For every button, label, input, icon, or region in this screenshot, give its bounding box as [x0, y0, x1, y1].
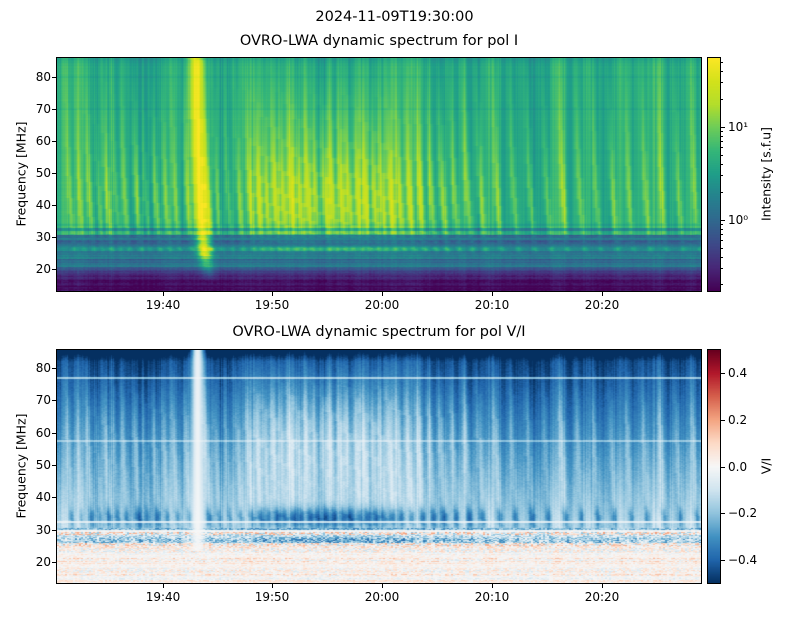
x-tick-label: 20:00: [364, 298, 400, 312]
colorbar-minor-tick: [721, 224, 723, 225]
y-tick: [52, 465, 56, 466]
x-tick: [382, 292, 383, 296]
pol-i-colorbar: [708, 58, 720, 291]
colorbar-tick-label: 10¹: [728, 120, 749, 134]
x-tick-label: 19:50: [254, 298, 290, 312]
x-tick-label: 20:20: [584, 590, 620, 604]
colorbar-minor-tick: [721, 164, 723, 165]
pol-vi-colorbar-label: V/I: [758, 457, 774, 475]
y-tick-label: 80: [35, 70, 51, 84]
y-tick-label: 40: [35, 490, 51, 504]
y-tick: [52, 205, 56, 206]
colorbar-tick: [721, 373, 725, 374]
y-tick: [52, 173, 56, 174]
y-tick-label: 30: [35, 230, 51, 244]
colorbar-minor-tick: [721, 192, 723, 193]
y-tick: [52, 530, 56, 531]
pol-vi-spectrogram: [57, 350, 701, 583]
y-tick-label: 70: [35, 393, 51, 407]
x-tick: [163, 584, 164, 588]
x-tick: [602, 584, 603, 588]
x-tick: [382, 584, 383, 588]
colorbar-minor-tick: [721, 229, 723, 230]
colorbar-tick-label: −0.2: [728, 506, 758, 520]
pol-i-title: OVRO-LWA dynamic spectrum for pol I: [239, 33, 519, 49]
x-tick-label: 19:40: [145, 298, 181, 312]
colorbar-minor-tick: [721, 240, 723, 241]
x-tick-label: 20:20: [584, 298, 620, 312]
colorbar-tick-label: 0.4: [728, 366, 748, 380]
pol-vi-title: OVRO-LWA dynamic spectrum for pol V/I: [232, 324, 526, 340]
colorbar-tick-label: 10⁰: [728, 213, 749, 227]
x-tick-label: 19:50: [254, 590, 290, 604]
x-tick: [272, 292, 273, 296]
x-tick-label: 19:40: [145, 590, 181, 604]
y-tick-label: 50: [35, 458, 51, 472]
y-tick-label: 60: [35, 426, 51, 440]
x-tick: [272, 584, 273, 588]
y-tick-label: 30: [35, 523, 51, 537]
y-tick: [52, 562, 56, 563]
colorbar-minor-tick: [721, 62, 723, 63]
y-tick: [52, 400, 56, 401]
x-tick-label: 20:00: [364, 590, 400, 604]
colorbar-tick: [721, 560, 725, 561]
colorbar-minor-tick: [721, 257, 723, 258]
y-tick: [52, 368, 56, 369]
colorbar-minor-tick: [721, 248, 723, 249]
colorbar-minor-tick: [721, 141, 723, 142]
y-tick-label: 80: [35, 361, 51, 375]
x-tick: [492, 584, 493, 588]
y-tick: [52, 141, 56, 142]
colorbar-tick: [721, 420, 725, 421]
pol-i-spectrogram: [57, 58, 701, 291]
pol-i-colorbar-label: Intensity [s.f.u]: [758, 126, 774, 222]
colorbar-tick-label: 0.2: [728, 413, 748, 427]
y-tick-label: 70: [35, 102, 51, 116]
y-tick-label: 50: [35, 166, 51, 180]
colorbar-minor-tick: [721, 147, 723, 148]
x-tick-label: 20:10: [474, 590, 510, 604]
y-tick-label: 40: [35, 198, 51, 212]
colorbar-minor-tick: [721, 71, 723, 72]
colorbar-minor-tick: [721, 136, 723, 137]
y-tick: [52, 269, 56, 270]
colorbar-minor-tick: [721, 268, 723, 269]
y-tick-label: 20: [35, 262, 51, 276]
colorbar-minor-tick: [721, 131, 723, 132]
colorbar-tick-label: −0.4: [728, 553, 758, 567]
colorbar-minor-tick: [721, 155, 723, 156]
y-tick-label: 60: [35, 134, 51, 148]
x-tick: [492, 292, 493, 296]
colorbar-tick: [721, 220, 725, 221]
y-tick: [52, 433, 56, 434]
colorbar-minor-tick: [721, 175, 723, 176]
colorbar-tick-label: 0.0: [728, 460, 748, 474]
colorbar-tick: [721, 467, 725, 468]
colorbar-minor-tick: [721, 284, 723, 285]
y-tick-label: 20: [35, 555, 51, 569]
colorbar-minor-tick: [721, 99, 723, 100]
colorbar-tick: [721, 127, 725, 128]
x-tick: [163, 292, 164, 296]
pol-vi-colorbar: [708, 350, 720, 583]
colorbar-minor-tick: [721, 234, 723, 235]
colorbar-minor-tick: [721, 82, 723, 83]
colorbar-tick: [721, 513, 725, 514]
y-tick: [52, 109, 56, 110]
y-tick: [52, 497, 56, 498]
y-tick: [52, 237, 56, 238]
figure-suptitle: 2024-11-09T19:30:00: [315, 9, 474, 25]
x-tick-label: 20:10: [474, 298, 510, 312]
x-tick: [602, 292, 603, 296]
y-tick: [52, 77, 56, 78]
